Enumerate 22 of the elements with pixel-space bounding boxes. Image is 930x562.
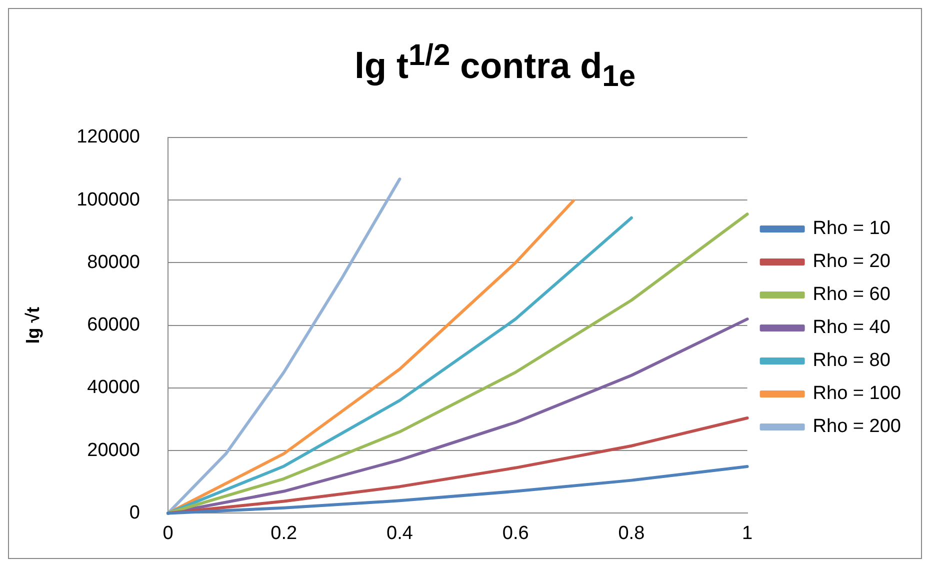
- y-tick-label: 120000: [76, 126, 140, 148]
- y-tick-label: 20000: [87, 440, 140, 461]
- x-tick-label: 0: [162, 523, 174, 544]
- legend-label: Rho = 80: [812, 350, 890, 372]
- legend-label: Rho = 10: [812, 218, 890, 240]
- legend-label: Rho = 20: [812, 251, 890, 272]
- y-tick-label: 0: [129, 502, 140, 524]
- y-tick-label: 40000: [87, 377, 140, 398]
- legend-label: Rho = 100: [812, 383, 902, 404]
- x-tick-label: 1: [742, 523, 753, 544]
- legend-label: Rho = 60: [812, 284, 890, 306]
- y-axis-title: lg √t: [22, 307, 43, 344]
- x-tick-label: 0.8: [618, 523, 645, 544]
- legend-label: Rho = 40: [812, 317, 890, 338]
- x-tick-label: 0.2: [270, 523, 298, 544]
- x-tick-label: 0.6: [502, 523, 529, 544]
- legend-label: Rho = 200: [812, 416, 902, 438]
- y-tick-label: 80000: [87, 252, 140, 274]
- y-tick-label: 100000: [76, 189, 140, 210]
- y-tick-label: 60000: [87, 314, 140, 336]
- chart-title: lg t$^{1/2}$ contra d$_{1e}$: [353, 38, 637, 96]
- x-tick-label: 0.4: [386, 523, 414, 544]
